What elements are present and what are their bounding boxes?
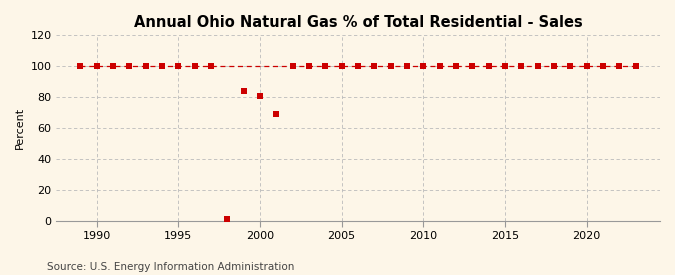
Point (107, 64, 118, 68)
Point (124, 64, 135, 68)
Point (483, 64, 494, 68)
Point (352, 64, 363, 68)
Title: Annual Ohio Natural Gas % of Total Residential - Sales: Annual Ohio Natural Gas % of Total Resid… (134, 15, 583, 30)
Point (450, 64, 461, 68)
Point (402, 64, 412, 68)
Point (287, 64, 298, 68)
Point (385, 64, 396, 68)
Point (157, 64, 167, 68)
Point (91, 64, 102, 68)
Point (222, 217, 233, 222)
Point (434, 64, 445, 68)
Point (271, 112, 281, 116)
Point (549, 64, 560, 68)
Point (206, 64, 217, 68)
Point (500, 64, 510, 68)
Point (304, 64, 315, 68)
Point (630, 64, 641, 68)
Point (75, 64, 86, 68)
Point (532, 64, 543, 68)
Point (189, 64, 200, 68)
Point (614, 64, 624, 68)
Point (467, 64, 478, 68)
Point (597, 64, 608, 68)
Point (516, 64, 526, 68)
Point (336, 64, 347, 68)
Point (140, 64, 151, 68)
Point (238, 89, 249, 93)
Point (254, 94, 265, 98)
Point (581, 64, 592, 68)
Point (320, 64, 331, 68)
Text: Source: U.S. Energy Information Administration: Source: U.S. Energy Information Administ… (47, 262, 294, 272)
Point (173, 64, 184, 68)
Point (565, 64, 576, 68)
Point (418, 64, 429, 68)
Point (369, 64, 379, 68)
Y-axis label: Percent: Percent (15, 107, 25, 149)
